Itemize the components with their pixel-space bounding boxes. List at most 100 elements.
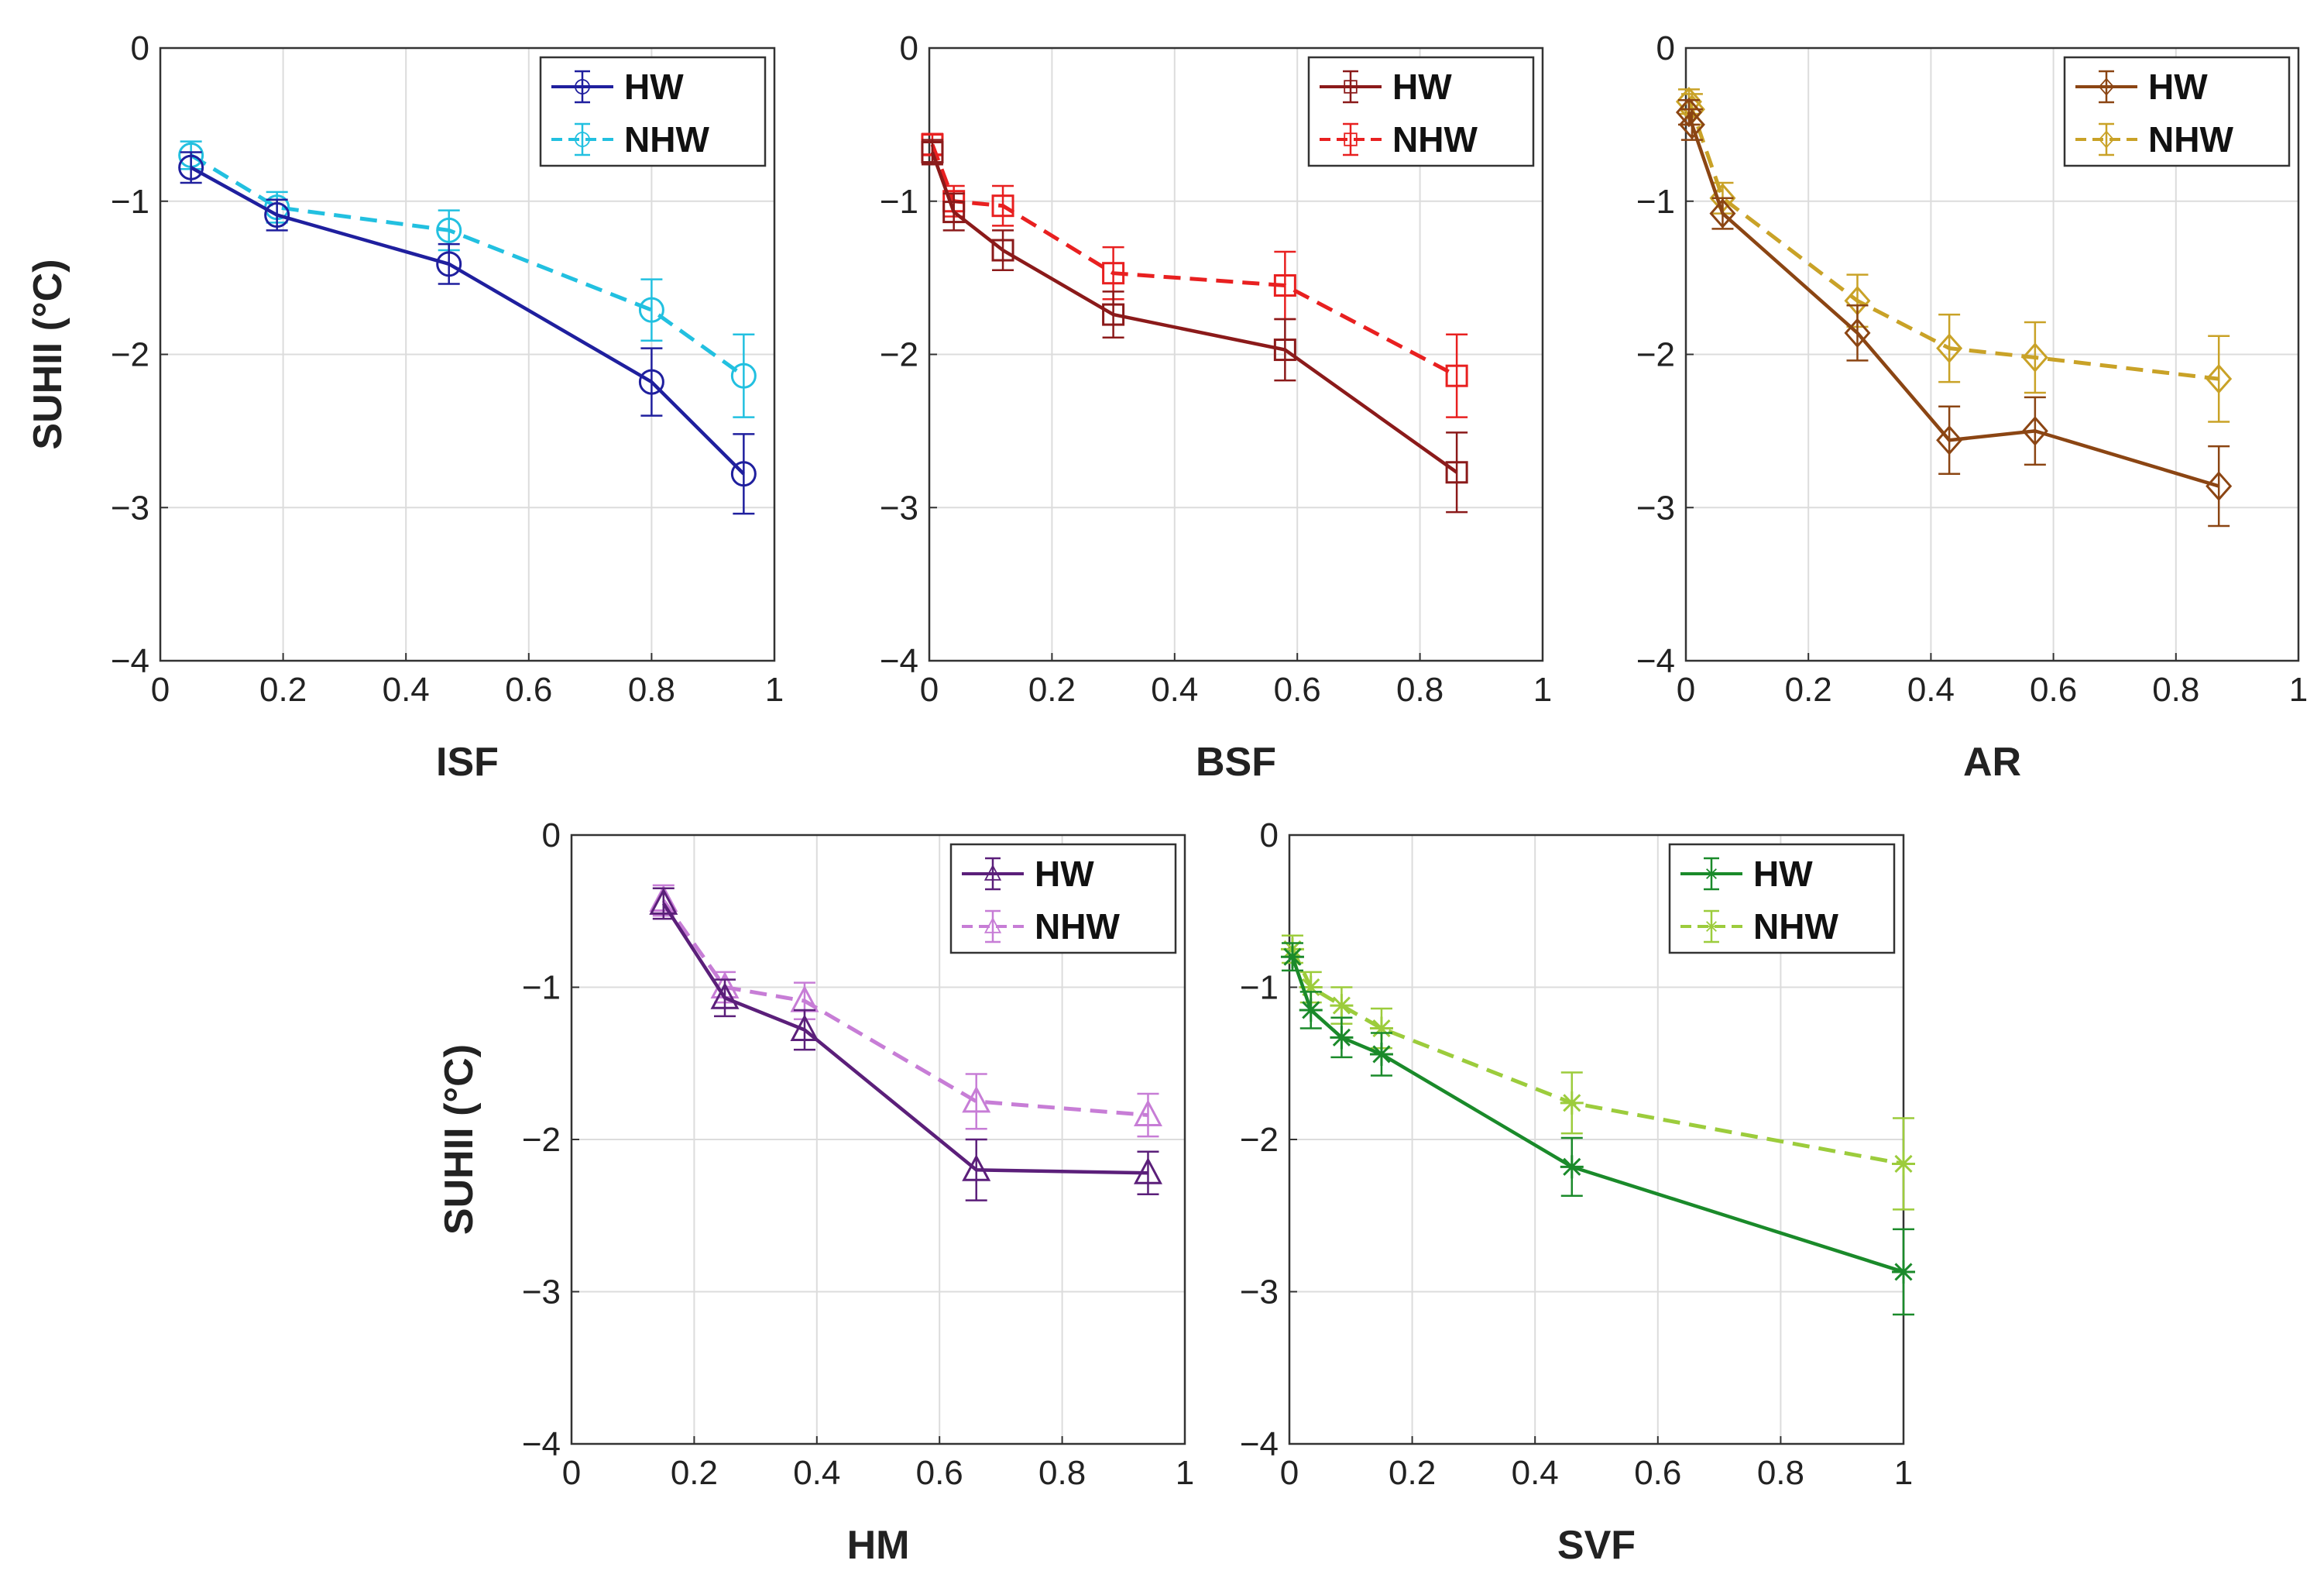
y-tick-label: −1 [1240, 969, 1279, 1007]
y-tick-label: −1 [880, 183, 918, 221]
error-bar [640, 347, 663, 417]
legend-marker [2098, 77, 2115, 96]
x-tick-label: 0.6 [1274, 671, 1321, 709]
data-point [1892, 1260, 1915, 1284]
error-bar [1938, 313, 1961, 383]
legend-item-nhw: NHW [1680, 906, 1838, 947]
y-tick-label: −4 [522, 1425, 561, 1463]
error-bar [1446, 431, 1468, 514]
legend-label: HW [1035, 854, 1094, 894]
data-point [1133, 1099, 1162, 1127]
x-tick-label: 0.4 [1512, 1454, 1559, 1492]
data-point [730, 461, 757, 487]
y-tick-label: −3 [880, 489, 918, 527]
data-point [1102, 303, 1125, 326]
legend-box [1307, 56, 1535, 167]
data-point [1560, 1155, 1584, 1179]
data-point [2206, 471, 2233, 501]
error-bar [2024, 321, 2046, 394]
x-tick-label: 0.8 [628, 671, 675, 709]
data-point [790, 1014, 819, 1042]
data-point [178, 154, 204, 180]
error-bar [1846, 304, 1869, 362]
data-point [1675, 97, 1702, 128]
legend-label: NHW [1035, 906, 1120, 947]
legend-label: HW [1392, 67, 1452, 107]
y-tick-label: −2 [1240, 1121, 1279, 1159]
data-point [1369, 1042, 1393, 1066]
y-tick-label: −1 [522, 969, 561, 1007]
x-tick-label: 0.4 [1151, 671, 1198, 709]
data-point [2021, 416, 2048, 446]
y-axis-label: SUHII (°C) [26, 259, 70, 449]
x-axis-label: ISF [436, 740, 499, 785]
data-point [1273, 274, 1296, 297]
y-tick-label: −3 [1636, 489, 1675, 527]
legend-label: HW [624, 67, 684, 107]
error-bar [2024, 396, 2046, 466]
error-bar [1274, 318, 1296, 382]
error-bar [921, 139, 943, 166]
error-bar [965, 1138, 987, 1201]
data-point [1844, 318, 1871, 349]
legend-marker [575, 79, 590, 95]
legend-item-hw: HW [2075, 67, 2208, 107]
data-point [649, 888, 678, 915]
x-tick-label: 1 [1894, 1454, 1913, 1492]
y-tick-label: −3 [1240, 1273, 1279, 1311]
legend-marker [983, 916, 1002, 933]
error-bar [1102, 290, 1124, 339]
y-tick-label: −2 [522, 1121, 561, 1159]
error-bar [733, 433, 755, 515]
chart-panel-5: 0 0.2 0.4 0.6 0.8 1 0 −1 −2 −3 −4 SVF HW NHW [1240, 816, 1915, 1568]
axes-frame [928, 46, 1544, 662]
x-tick-label: 0.6 [2030, 671, 2077, 709]
x-tick-label: 1 [765, 671, 784, 709]
data-point [962, 1154, 991, 1181]
series-hw [178, 151, 757, 515]
legend: HW NHW [539, 56, 767, 167]
legend-label: NHW [624, 119, 709, 160]
x-tick-label: 0.2 [259, 671, 307, 709]
legend-marker [1704, 866, 1719, 881]
y-axis-label: SUHII (°C) [437, 1044, 482, 1235]
error-bar [180, 151, 202, 184]
data-point [1102, 262, 1125, 285]
data-point [1280, 945, 1304, 969]
x-tick-label: 0 [920, 671, 939, 709]
x-axis-label: SVF [1557, 1523, 1636, 1568]
legend-box [539, 56, 767, 167]
data-point [991, 194, 1014, 218]
y-tick-label: −2 [1636, 336, 1675, 374]
data-point [710, 982, 740, 1009]
series-line-nhw [1290, 948, 1904, 1166]
series-hw [1280, 942, 1915, 1316]
x-tick-label: 0.6 [1634, 1454, 1681, 1492]
legend-item-hw: HW [551, 67, 684, 107]
series-hw [649, 887, 1162, 1201]
x-tick-label: 0.8 [1396, 671, 1443, 709]
x-tick-label: 0.4 [793, 1454, 840, 1492]
error-bar [1938, 405, 1961, 475]
x-tick-label: 0 [151, 671, 170, 709]
data-point [962, 1085, 991, 1113]
legend-label: NHW [1392, 119, 1478, 160]
legend: HW NHW [1307, 56, 1535, 167]
data-point [1445, 364, 1468, 387]
error-bar [640, 278, 663, 342]
data-point [436, 217, 462, 243]
y-tick-label: 0 [1260, 816, 1279, 854]
data-point [1709, 198, 1736, 229]
data-point [436, 251, 462, 277]
error-bar [1446, 333, 1468, 418]
legend-marker [575, 132, 590, 147]
legend-marker [1704, 919, 1719, 933]
error-bar [965, 1073, 987, 1130]
legend-label: HW [1753, 854, 1813, 894]
legend-marker [2098, 130, 2115, 149]
series-line-hw [1290, 956, 1904, 1274]
chart-panel-1: 0 0.2 0.4 0.6 0.8 1 0 −1 −2 −3 −4 ISF SUHII (°C) HW NH… [26, 29, 784, 785]
x-axis-label: BSF [1196, 740, 1276, 785]
axes-frame [1684, 46, 2300, 662]
